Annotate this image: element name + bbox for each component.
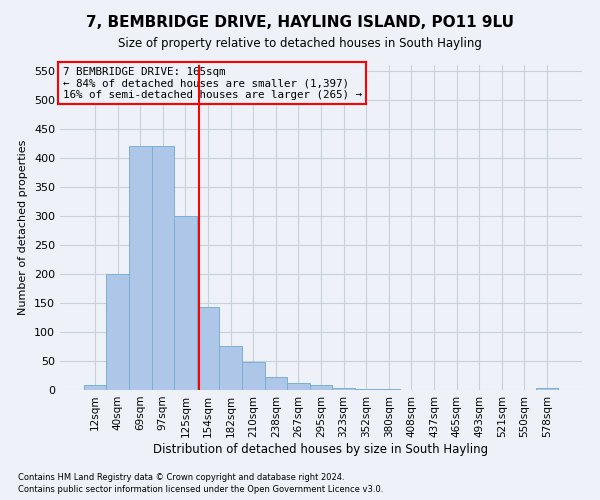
Text: Distribution of detached houses by size in South Hayling: Distribution of detached houses by size … <box>154 442 488 456</box>
Bar <box>220 346 242 390</box>
Bar <box>355 389 377 390</box>
Bar <box>129 146 152 390</box>
Text: Size of property relative to detached houses in South Hayling: Size of property relative to detached ho… <box>118 38 482 51</box>
Bar <box>242 362 265 390</box>
Bar <box>536 388 558 390</box>
Text: Contains public sector information licensed under the Open Government Licence v3: Contains public sector information licen… <box>18 485 383 494</box>
Text: 7 BEMBRIDGE DRIVE: 165sqm
← 84% of detached houses are smaller (1,397)
16% of se: 7 BEMBRIDGE DRIVE: 165sqm ← 84% of detac… <box>62 66 362 100</box>
Y-axis label: Number of detached properties: Number of detached properties <box>19 140 28 315</box>
Bar <box>174 216 197 390</box>
Bar <box>84 386 106 390</box>
Bar <box>310 386 332 390</box>
Bar <box>287 383 310 390</box>
Bar <box>265 376 287 390</box>
Bar <box>106 274 129 390</box>
Text: Contains HM Land Registry data © Crown copyright and database right 2024.: Contains HM Land Registry data © Crown c… <box>18 472 344 482</box>
Text: 7, BEMBRIDGE DRIVE, HAYLING ISLAND, PO11 9LU: 7, BEMBRIDGE DRIVE, HAYLING ISLAND, PO11… <box>86 15 514 30</box>
Bar <box>197 307 220 390</box>
Bar <box>332 388 355 390</box>
Bar <box>152 146 174 390</box>
